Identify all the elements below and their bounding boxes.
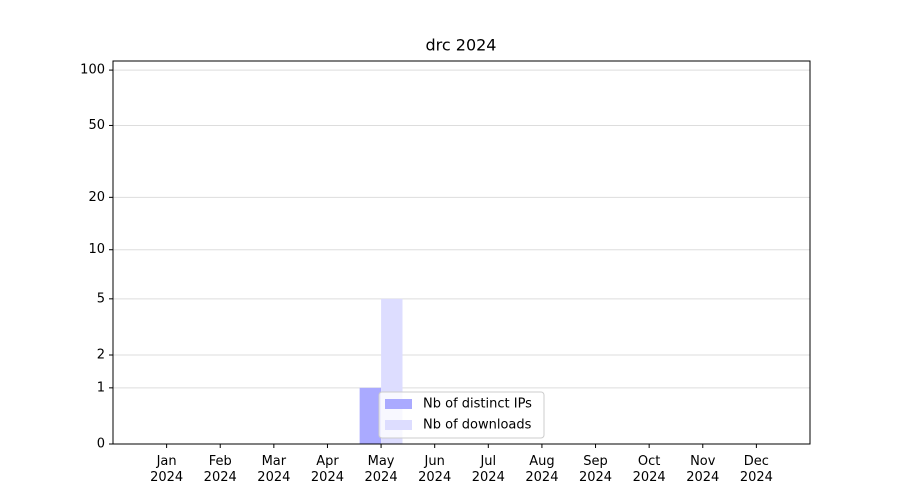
legend-label: Nb of distinct IPs (423, 397, 532, 412)
x-tick-label: Dec 2024 (740, 454, 773, 485)
y-tick-label: 50 (88, 118, 105, 133)
y-tick-label: 100 (80, 63, 105, 78)
y-tick-label: 0 (97, 437, 105, 452)
x-tick-label: Aug 2024 (525, 454, 558, 485)
y-tick-label: 5 (97, 291, 105, 306)
x-tick-label: Jan 2024 (150, 454, 183, 485)
ticks: 0 1 2 5 10 20 50 100 Jan 2024 Feb 2024 Mar 2024 Apr 202… (80, 63, 773, 485)
x-tick-label: Jul 2024 (472, 454, 505, 485)
grid (113, 69, 810, 445)
bar (359, 387, 382, 444)
x-tick-label: Apr 2024 (311, 454, 344, 485)
y-tick-label: 1 (97, 380, 105, 395)
x-tick-label: Feb 2024 (204, 454, 237, 485)
x-tick-label: May 2024 (365, 454, 398, 485)
x-tick-label: Nov 2024 (686, 454, 719, 485)
y-tick-label: 10 (88, 242, 105, 257)
x-tick-label: Mar 2024 (257, 454, 290, 485)
y-tick-label: 20 (88, 190, 105, 205)
x-tick-label: Sep 2024 (579, 454, 612, 485)
chart-title: drc 2024 (426, 36, 497, 55)
legend-label: Nb of downloads (423, 418, 532, 433)
y-tick-label: 2 (97, 347, 105, 362)
legend-swatch (385, 399, 412, 409)
axes-frame (112, 60, 811, 445)
legend-swatch (385, 420, 412, 430)
legend: Nb of distinct IPs Nb of downloads (378, 391, 545, 439)
legend-box (378, 391, 545, 439)
x-tick-label: Oct 2024 (633, 454, 666, 485)
x-tick-label: Jun 2024 (418, 454, 451, 485)
